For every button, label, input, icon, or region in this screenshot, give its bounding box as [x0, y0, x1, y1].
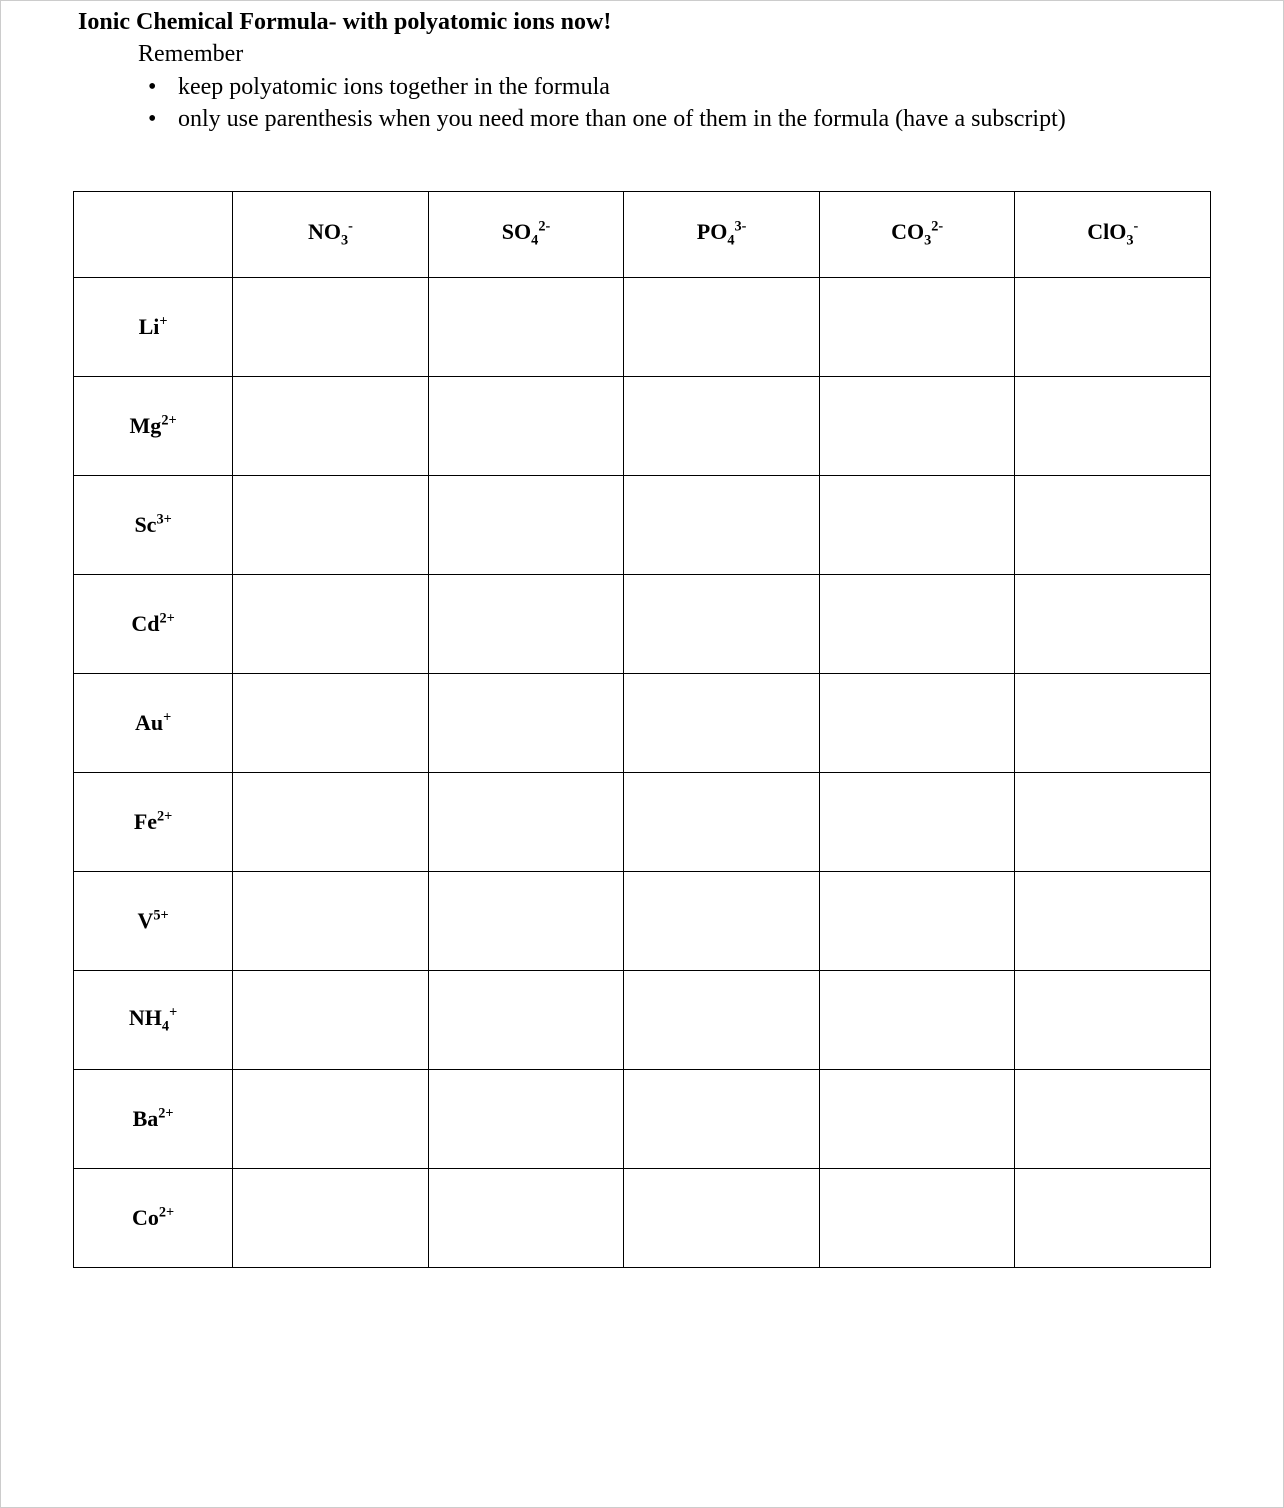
answer-cell[interactable] [819, 574, 1015, 673]
rules-list: keep polyatomic ions together in the for… [78, 71, 1271, 136]
answer-cell[interactable] [428, 475, 624, 574]
column-header-ion: SO42- [428, 191, 624, 277]
answer-cell[interactable] [624, 277, 820, 376]
answer-cell[interactable] [624, 376, 820, 475]
rule-item: keep polyatomic ions together in the for… [148, 71, 1271, 103]
answer-cell[interactable] [819, 475, 1015, 574]
answer-cell[interactable] [233, 772, 429, 871]
answer-cell[interactable] [428, 772, 624, 871]
answer-cell[interactable] [624, 1168, 820, 1267]
row-header-ion: Cd2+ [74, 574, 233, 673]
answer-cell[interactable] [819, 277, 1015, 376]
page: Ionic Chemical Formula- with polyatomic … [0, 0, 1284, 1508]
row-header-ion: Co2+ [74, 1168, 233, 1267]
answer-cell[interactable] [428, 970, 624, 1069]
answer-cell[interactable] [233, 1168, 429, 1267]
answer-cell[interactable] [819, 970, 1015, 1069]
ionic-formula-table: NO3-SO42-PO43-CO32-ClO3- Li+Mg2+Sc3+Cd2+A… [73, 191, 1211, 1268]
answer-cell[interactable] [1015, 772, 1211, 871]
answer-cell[interactable] [233, 376, 429, 475]
row-header-ion: NH4+ [74, 970, 233, 1069]
row-header-ion: Sc3+ [74, 475, 233, 574]
column-header-ion: ClO3- [1015, 191, 1211, 277]
row-header-ion: Li+ [74, 277, 233, 376]
answer-cell[interactable] [233, 277, 429, 376]
column-header-ion: NO3- [233, 191, 429, 277]
answer-cell[interactable] [428, 871, 624, 970]
row-header-ion: Fe2+ [74, 772, 233, 871]
answer-cell[interactable] [819, 376, 1015, 475]
answer-cell[interactable] [624, 1069, 820, 1168]
answer-cell[interactable] [233, 475, 429, 574]
answer-cell[interactable] [819, 673, 1015, 772]
answer-cell[interactable] [1015, 1168, 1211, 1267]
answer-cell[interactable] [1015, 970, 1211, 1069]
row-header-ion: V5+ [74, 871, 233, 970]
row-header-ion: Au+ [74, 673, 233, 772]
remember-label: Remember [78, 38, 1271, 70]
answer-cell[interactable] [233, 1069, 429, 1168]
worksheet-title: Ionic Chemical Formula- with polyatomic … [78, 6, 1271, 38]
row-header-ion: Ba2+ [74, 1069, 233, 1168]
answer-cell[interactable] [624, 574, 820, 673]
answer-cell[interactable] [428, 1069, 624, 1168]
column-header-ion: PO43- [624, 191, 820, 277]
answer-cell[interactable] [624, 871, 820, 970]
answer-cell[interactable] [233, 871, 429, 970]
answer-cell[interactable] [624, 475, 820, 574]
row-header-ion: Mg2+ [74, 376, 233, 475]
answer-cell[interactable] [819, 1168, 1015, 1267]
answer-cell[interactable] [428, 673, 624, 772]
answer-cell[interactable] [233, 970, 429, 1069]
answer-cell[interactable] [428, 574, 624, 673]
answer-cell[interactable] [233, 574, 429, 673]
answer-cell[interactable] [624, 970, 820, 1069]
heading-block: Ionic Chemical Formula- with polyatomic … [13, 6, 1271, 136]
table-wrap: NO3-SO42-PO43-CO32-ClO3- Li+Mg2+Sc3+Cd2+A… [13, 136, 1271, 1268]
answer-cell[interactable] [624, 772, 820, 871]
answer-cell[interactable] [1015, 574, 1211, 673]
table-corner-cell [74, 191, 233, 277]
answer-cell[interactable] [428, 1168, 624, 1267]
rule-item: only use parenthesis when you need more … [148, 103, 1271, 135]
answer-cell[interactable] [1015, 673, 1211, 772]
answer-cell[interactable] [1015, 1069, 1211, 1168]
answer-cell[interactable] [428, 376, 624, 475]
column-header-ion: CO32- [819, 191, 1015, 277]
answer-cell[interactable] [428, 277, 624, 376]
answer-cell[interactable] [1015, 475, 1211, 574]
answer-cell[interactable] [819, 772, 1015, 871]
answer-cell[interactable] [1015, 871, 1211, 970]
answer-cell[interactable] [819, 871, 1015, 970]
answer-cell[interactable] [819, 1069, 1015, 1168]
answer-cell[interactable] [624, 673, 820, 772]
answer-cell[interactable] [233, 673, 429, 772]
answer-cell[interactable] [1015, 277, 1211, 376]
answer-cell[interactable] [1015, 376, 1211, 475]
